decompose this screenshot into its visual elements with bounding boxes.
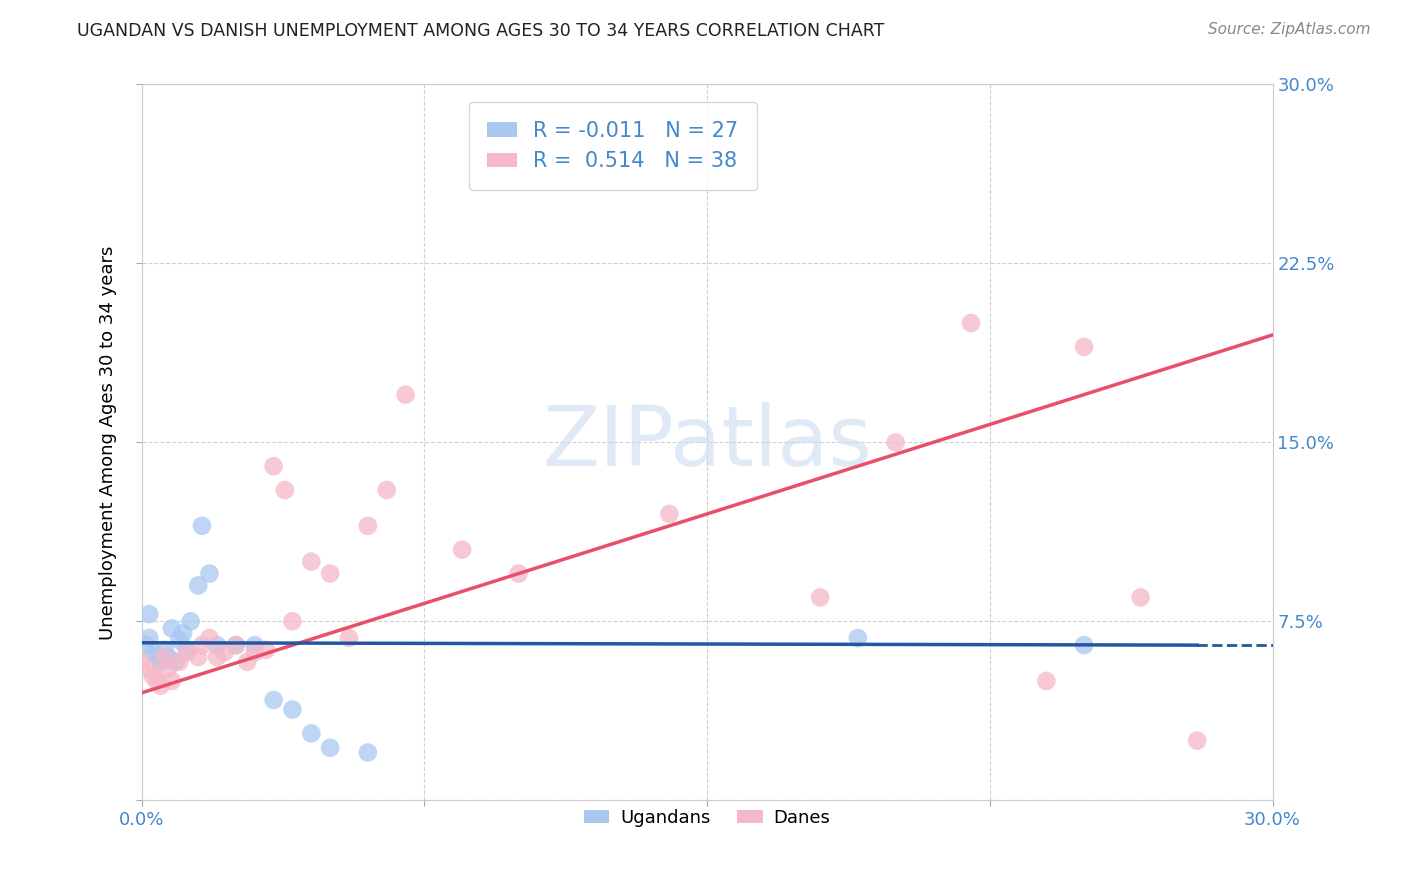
Point [281, 614, 304, 628]
Point [153, 650, 176, 665]
Point [205, 650, 228, 665]
Point [138, 607, 160, 621]
Point [274, 483, 297, 497]
Point [884, 435, 907, 450]
Text: UGANDAN VS DANISH UNEMPLOYMENT AMONG AGES 30 TO 34 YEARS CORRELATION CHART: UGANDAN VS DANISH UNEMPLOYMENT AMONG AGE… [77, 22, 884, 40]
Point [254, 643, 277, 657]
Legend: Ugandans, Danes: Ugandans, Danes [576, 802, 838, 834]
Point [191, 638, 214, 652]
Point [153, 643, 176, 657]
Point [451, 542, 474, 557]
Point [243, 645, 266, 659]
Point [176, 643, 198, 657]
Point [299, 555, 322, 569]
Point [357, 746, 380, 760]
Point [508, 566, 530, 581]
Point [131, 655, 153, 669]
Point [319, 566, 342, 581]
Point [1073, 340, 1095, 354]
Point [225, 638, 247, 652]
Point [236, 655, 259, 669]
Point [160, 673, 183, 688]
Point [160, 622, 183, 636]
Point [176, 645, 198, 659]
Point [157, 650, 180, 665]
Text: ZIPatlas: ZIPatlas [543, 401, 872, 483]
Point [165, 655, 187, 669]
Point [214, 645, 236, 659]
Point [191, 519, 214, 533]
Point [169, 633, 191, 648]
Point [263, 693, 285, 707]
Point [145, 673, 167, 688]
Point [142, 669, 165, 683]
Point [394, 387, 416, 401]
Point [846, 631, 869, 645]
Point [138, 662, 160, 676]
Point [187, 650, 209, 665]
Point [138, 631, 160, 645]
Point [157, 662, 180, 676]
Point [198, 631, 221, 645]
Point [149, 655, 172, 669]
Text: Source: ZipAtlas.com: Source: ZipAtlas.com [1208, 22, 1371, 37]
Point [134, 638, 156, 652]
Point [187, 578, 209, 592]
Point [319, 740, 342, 755]
Point [1129, 591, 1152, 605]
Point [281, 702, 304, 716]
Point [149, 679, 172, 693]
Point [1035, 673, 1057, 688]
Point [1185, 733, 1208, 747]
Point [357, 519, 380, 533]
Point [337, 631, 360, 645]
Point [243, 638, 266, 652]
Point [375, 483, 398, 497]
Point [808, 591, 831, 605]
Point [172, 626, 194, 640]
Point [658, 507, 681, 521]
Point [299, 726, 322, 740]
Point [225, 638, 247, 652]
Point [142, 645, 165, 659]
Point [1073, 638, 1095, 652]
Point [205, 638, 228, 652]
Point [198, 566, 221, 581]
Point [263, 459, 285, 474]
Y-axis label: Unemployment Among Ages 30 to 34 years: Unemployment Among Ages 30 to 34 years [100, 245, 117, 640]
Point [145, 650, 167, 665]
Point [180, 614, 202, 628]
Point [960, 316, 983, 330]
Point [169, 655, 191, 669]
